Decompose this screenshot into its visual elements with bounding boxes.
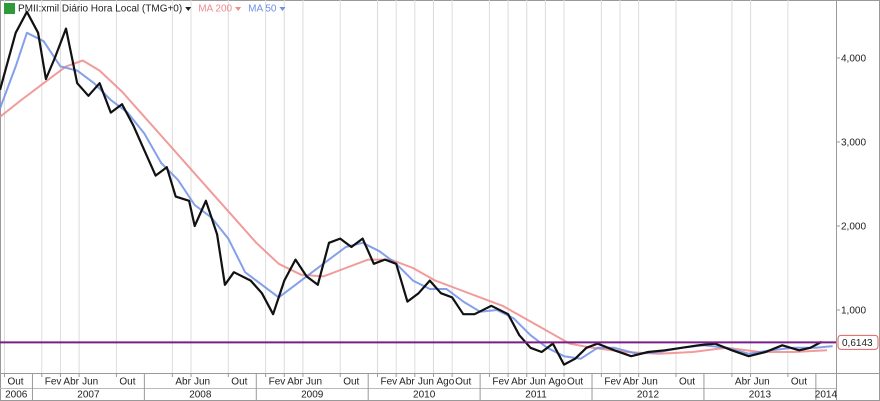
plot (0, 10, 833, 366)
y-tick-label: 1,000 (841, 306, 866, 317)
x-tick-label: Fev (604, 377, 621, 388)
x-tick-label: Abr (623, 377, 639, 388)
x-tick-label: Abr (735, 377, 751, 388)
x-tick-label: Jun (530, 377, 546, 388)
price-label: 0,6143 (842, 338, 873, 349)
legend-dropdown (235, 7, 242, 11)
x-tick-label: Out (455, 377, 471, 388)
x-tick-label: Out (791, 377, 807, 388)
year-label: 2007 (77, 390, 100, 401)
year-label: 2006 (5, 390, 28, 401)
year-label: 2008 (189, 390, 212, 401)
year-label: 2013 (749, 390, 772, 401)
legend-entry[interactable]: PMII:xmil Diário Hora Local (TMG+0) (18, 4, 182, 15)
x-tick-label: Out (7, 377, 23, 388)
year-label: 2014 (815, 390, 838, 401)
legend-icon (4, 3, 15, 14)
grid (3, 0, 789, 373)
year-label: 2011 (525, 390, 547, 401)
year-label: 2012 (637, 390, 660, 401)
x-tick-label: Jun (754, 377, 770, 388)
y-tick-label: 2,000 (841, 222, 866, 233)
year-label: 2009 (301, 390, 324, 401)
legend-entry[interactable]: MA 200 (198, 4, 232, 15)
x-tick-label: Fev (492, 377, 509, 388)
y-tick-label: 3,000 (841, 138, 866, 149)
series-line (0, 59, 828, 355)
x-tick-label: Abr (175, 377, 191, 388)
y-tick-label: 4,000 (841, 54, 866, 65)
x-tick-label: Abr (63, 377, 79, 388)
year-label: 2010 (413, 390, 436, 401)
x-tick-label: Jun (418, 377, 434, 388)
x-tick-label: Out (119, 377, 135, 388)
legend[interactable]: PMII:xmil Diário Hora Local (TMG+0) MA 20… (4, 3, 286, 15)
x-tick-label: Fev (269, 377, 286, 388)
x-tick-label: Jun (194, 377, 210, 388)
x-tick-label: Abr (287, 377, 303, 388)
x-tick-label: Out (679, 377, 695, 388)
x-tick-label: Abr (511, 377, 527, 388)
legend-dropdown (279, 7, 286, 11)
x-tick-label: Jun (642, 377, 658, 388)
legend-entry[interactable]: MA 50 (248, 4, 277, 15)
x-tick-label: Fev (45, 377, 62, 388)
x-tick-label: Abr (399, 377, 415, 388)
legend-dropdown (185, 7, 192, 11)
price-label-box (837, 334, 879, 350)
x-tick-label: Jun (306, 377, 322, 388)
x-tick-label: Out (343, 377, 359, 388)
x-tick-label: Jun (82, 377, 98, 388)
x-tick-label: Ago (436, 377, 454, 388)
x-tick-label: Out (231, 377, 247, 388)
x-tick-label: Ago (548, 377, 566, 388)
x-tick-label: Out (567, 377, 583, 388)
series-line (0, 10, 823, 366)
x-tick-label: Fev (381, 377, 398, 388)
